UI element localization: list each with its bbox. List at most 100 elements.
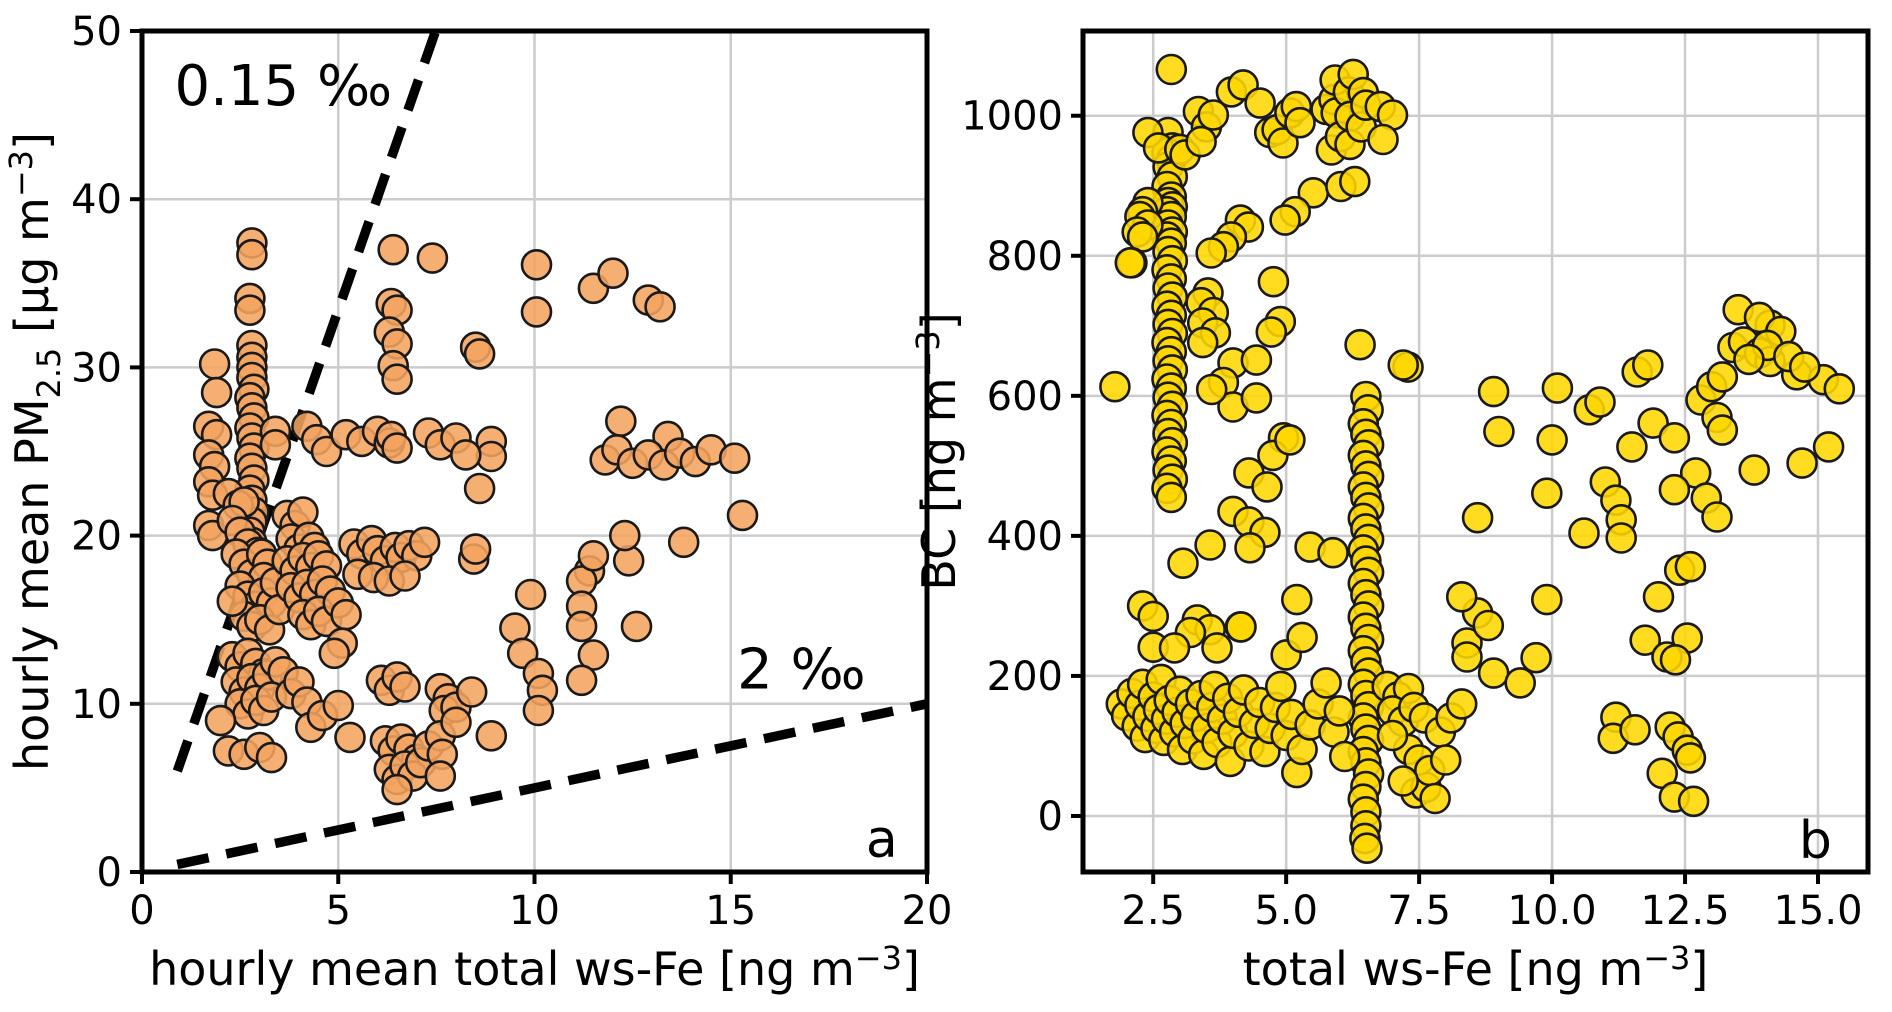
scatter-point bbox=[1137, 600, 1169, 633]
scatter-point bbox=[459, 533, 492, 565]
ratio-annotation: 0.15 ‰ bbox=[174, 54, 392, 119]
scatter-point bbox=[1788, 351, 1821, 383]
scatter-point bbox=[1167, 547, 1199, 580]
y-tick-label: 30 bbox=[71, 345, 122, 391]
x-tick-label: 15.0 bbox=[1773, 888, 1862, 934]
x-tick-label: 0 bbox=[129, 888, 154, 934]
scatter-point bbox=[1155, 53, 1188, 86]
scatter-point bbox=[1477, 657, 1510, 689]
x-axis-label: hourly mean total ws-Fe [ng m−3] bbox=[149, 939, 920, 996]
scatter-point bbox=[1477, 375, 1510, 408]
scatter-point bbox=[1251, 471, 1283, 503]
scatter-point bbox=[259, 428, 292, 461]
scatter-point bbox=[1445, 688, 1478, 720]
y-axis-label: BC [ng m−3] bbox=[909, 312, 966, 590]
panel-letter: a bbox=[866, 810, 898, 870]
scatter-point bbox=[1240, 382, 1273, 414]
scatter-point bbox=[1265, 670, 1297, 703]
scatter-point bbox=[520, 296, 553, 328]
scatter-point bbox=[1706, 414, 1739, 446]
y-tick-label: 400 bbox=[987, 514, 1063, 560]
scatter-point bbox=[1281, 583, 1313, 616]
scatter-point bbox=[522, 694, 555, 727]
y-tick-label: 10 bbox=[71, 682, 122, 728]
scatter-point bbox=[1445, 580, 1478, 613]
scatter-point bbox=[1158, 632, 1191, 664]
scatter-point bbox=[1376, 719, 1409, 752]
scatter-point bbox=[381, 773, 413, 806]
y-tick-label: 0 bbox=[1038, 794, 1063, 840]
scatter-point bbox=[463, 472, 496, 505]
scatter-point bbox=[1339, 165, 1371, 198]
scatter-point bbox=[455, 676, 488, 708]
scatter-point bbox=[1328, 740, 1361, 773]
scatter-point bbox=[1642, 580, 1675, 613]
scatter-point bbox=[1472, 609, 1505, 642]
scatter-point bbox=[463, 338, 496, 370]
scatter-point bbox=[1733, 343, 1765, 376]
scatter-point bbox=[1629, 624, 1661, 657]
x-tick-label: 5 bbox=[326, 888, 351, 934]
scatter-point bbox=[1701, 501, 1733, 533]
scatter-point bbox=[1584, 386, 1616, 418]
scatter-point bbox=[520, 248, 553, 281]
scatter-point bbox=[1706, 361, 1739, 393]
scatter-point bbox=[1185, 125, 1217, 158]
scatter-point bbox=[620, 610, 653, 643]
scatter-point bbox=[565, 610, 598, 643]
x-tick-label: 2.5 bbox=[1121, 888, 1185, 934]
scatter-point bbox=[204, 704, 237, 737]
y-tick-label: 0 bbox=[97, 850, 122, 896]
scatter-point bbox=[440, 706, 472, 739]
scatter-point bbox=[1658, 421, 1691, 454]
scatter-point bbox=[322, 689, 355, 722]
ratio-reference-line bbox=[176, 699, 928, 870]
scatter-point bbox=[1738, 454, 1770, 486]
x-tick-label: 10 bbox=[509, 888, 560, 934]
x-axis-label: total ws-Fe [ng m−3] bbox=[1243, 939, 1709, 996]
panel-b-bc-vs-wsfe: 2.5 5.0 7.5 10.0 12.5 15.0 0 200 400 600 800 1000 to… bbox=[909, 28, 1871, 996]
scatter-point bbox=[381, 363, 413, 396]
y-tick-label: 40 bbox=[71, 177, 122, 223]
scatter-point bbox=[514, 578, 547, 611]
y-tick-label: 50 bbox=[71, 9, 122, 55]
scatter-point bbox=[1323, 695, 1356, 727]
scatter-point bbox=[1257, 265, 1290, 298]
scatter-point bbox=[416, 242, 449, 274]
scatter-point bbox=[1234, 531, 1266, 564]
scatter-point bbox=[1197, 99, 1230, 131]
scatter-point bbox=[1255, 316, 1288, 348]
scatter-point bbox=[1536, 424, 1568, 456]
scatter-point bbox=[1429, 744, 1462, 776]
scatter-point bbox=[597, 257, 629, 290]
scatter-point bbox=[377, 233, 410, 266]
scatter-point bbox=[1786, 447, 1818, 479]
scatter-point bbox=[1677, 785, 1710, 818]
scatter-point bbox=[604, 405, 637, 438]
scatter-point bbox=[1351, 832, 1383, 865]
scatter-point bbox=[1194, 529, 1226, 561]
scatter-point bbox=[1605, 522, 1637, 554]
scatter-point bbox=[389, 560, 421, 592]
scatter-point bbox=[1195, 373, 1228, 406]
x-tick-label: 15 bbox=[705, 888, 756, 934]
scatter-point bbox=[1461, 501, 1494, 534]
scatter-point bbox=[1637, 407, 1669, 439]
scatter-point bbox=[216, 585, 249, 618]
scatter-point bbox=[1114, 246, 1147, 279]
scatter-point bbox=[1568, 517, 1600, 549]
scatter-point bbox=[318, 637, 351, 670]
scatter-point bbox=[1504, 667, 1536, 699]
scatter-point bbox=[608, 519, 641, 552]
scatter-point bbox=[475, 719, 508, 752]
scatter-point bbox=[1186, 326, 1219, 359]
scatter-point bbox=[577, 539, 610, 572]
y-axis-label: hourly mean PM2.5 [µg m−3] bbox=[2, 132, 68, 771]
scatter-point bbox=[424, 760, 457, 792]
scatter-point bbox=[1310, 667, 1342, 699]
scatter-point bbox=[1195, 237, 1227, 269]
scatter-point bbox=[330, 598, 362, 631]
scatter-point bbox=[577, 639, 610, 671]
